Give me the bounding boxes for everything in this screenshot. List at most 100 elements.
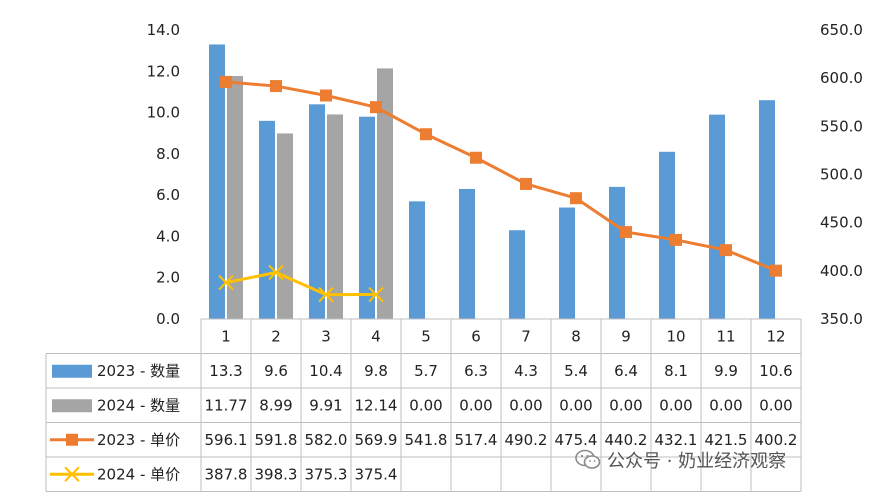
left-axis-tick: 4.0 (156, 227, 180, 245)
data-label: 387.8 (205, 465, 248, 483)
bar (409, 201, 425, 319)
bar (759, 100, 775, 319)
bar (377, 68, 393, 319)
point-marker (318, 286, 334, 303)
category-label: 11 (716, 327, 735, 345)
watermark: 公众号 · 奶业经济观察 (575, 447, 786, 473)
bar (209, 44, 225, 319)
point-marker (720, 244, 732, 257)
data-label: 6.4 (614, 362, 638, 380)
data-label: 5.7 (414, 362, 438, 380)
data-label: 13.3 (209, 362, 242, 380)
bar (609, 186, 625, 319)
data-label: 0.00 (559, 396, 592, 414)
category-label: 7 (521, 327, 531, 345)
data-label: 0.00 (659, 396, 692, 414)
bar (259, 120, 275, 319)
data-label: 541.8 (405, 431, 448, 449)
data-label: 5.4 (564, 362, 588, 380)
watermark-text: 公众号 · 奶业经济观察 (607, 451, 787, 472)
point-marker (620, 226, 632, 239)
data-label: 9.8 (364, 362, 388, 380)
legend-entry: 2023 - 数量 (97, 362, 180, 380)
point-marker (470, 151, 482, 164)
point-marker (420, 128, 432, 141)
category-label: 4 (371, 327, 381, 345)
data-label: 569.9 (355, 431, 398, 449)
series-line (225, 80, 777, 273)
category-label: 3 (321, 327, 331, 345)
wechat-icon (575, 449, 601, 469)
data-label: 591.8 (255, 431, 298, 449)
data-label: 582.0 (305, 431, 348, 449)
point-marker (770, 264, 782, 277)
category-label: 8 (571, 327, 581, 345)
left-axis-tick: 12.0 (147, 62, 180, 80)
data-label: 375.4 (355, 465, 398, 483)
data-label: 0.00 (759, 396, 792, 414)
category-label: 5 (421, 327, 431, 345)
right-axis-tick: 450.0 (820, 214, 863, 232)
data-label: 421.5 (705, 431, 748, 449)
data-label: 432.1 (655, 431, 698, 449)
legend-entry: 2024 - 单价 (97, 465, 180, 483)
point-marker (370, 101, 382, 114)
bar (459, 188, 475, 319)
left-axis-tick: 8.0 (156, 145, 180, 163)
data-label: 8.1 (664, 362, 688, 380)
data-label: 517.4 (455, 431, 498, 449)
right-axis-tick: 400.0 (820, 262, 863, 280)
data-label: 9.9 (714, 362, 738, 380)
bar (277, 133, 293, 319)
data-label: 9.91 (309, 396, 342, 414)
point-marker (320, 89, 332, 102)
series-line (225, 270, 377, 297)
data-label: 475.4 (555, 431, 598, 449)
point-marker (368, 286, 384, 303)
data-label: 400.2 (755, 431, 798, 449)
data-label: 0.00 (509, 396, 542, 414)
category-label: 2 (271, 327, 281, 345)
data-label: 440.2 (605, 431, 648, 449)
category-label: 9 (621, 327, 631, 345)
right-axis-tick: 600.0 (820, 69, 863, 87)
legend-entry: 2024 - 数量 (97, 396, 180, 414)
right-axis-tick: 550.0 (820, 117, 863, 135)
bar (327, 114, 343, 319)
left-axis-tick: 0.0 (156, 310, 180, 328)
category-label: 10 (666, 327, 685, 345)
bar (509, 230, 525, 319)
data-label: 12.14 (355, 396, 398, 414)
legend-key (52, 364, 92, 378)
category-label: 6 (471, 327, 481, 345)
data-label: 398.3 (255, 465, 298, 483)
data-label: 4.3 (514, 362, 538, 380)
category-label: 12 (766, 327, 785, 345)
point-marker (520, 177, 532, 190)
category-label: 1 (221, 327, 231, 345)
right-axis-tick: 350.0 (820, 310, 863, 328)
data-label: 490.2 (505, 431, 548, 449)
right-axis-tick: 650.0 (820, 21, 863, 39)
bar (559, 207, 575, 319)
legend-key-marker (64, 466, 80, 482)
bar (309, 104, 325, 319)
point-marker (670, 233, 682, 246)
data-label: 0.00 (609, 396, 642, 414)
legend-key-marker (66, 433, 78, 446)
point-marker (220, 75, 232, 88)
point-marker (218, 274, 234, 291)
bar (709, 114, 725, 319)
point-marker (570, 192, 582, 205)
left-axis-tick: 14.0 (147, 21, 180, 39)
data-label: 375.3 (305, 465, 348, 483)
right-axis-tick: 500.0 (820, 166, 863, 184)
data-label: 9.6 (264, 362, 288, 380)
point-marker (268, 264, 284, 281)
data-label: 0.00 (709, 396, 742, 414)
left-axis-tick: 2.0 (156, 269, 180, 287)
left-axis-tick: 6.0 (156, 186, 180, 204)
data-label: 596.1 (205, 431, 248, 449)
legend-entry: 2023 - 单价 (97, 431, 180, 449)
